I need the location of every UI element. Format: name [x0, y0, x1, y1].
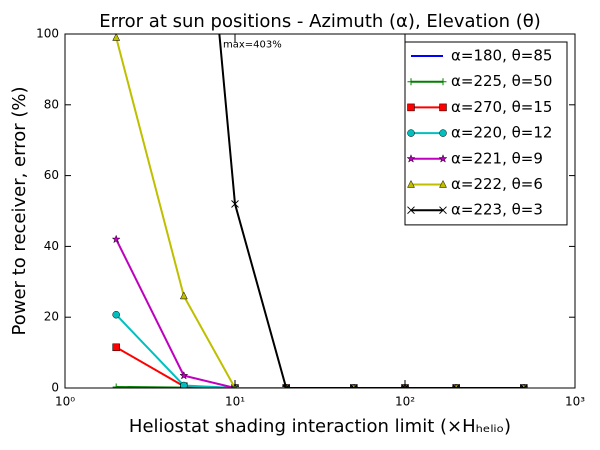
marker: [179, 370, 189, 380]
y-tick-label: 60: [44, 168, 59, 182]
series-line: [115, 314, 524, 388]
marker: [180, 381, 188, 388]
legend-label: α=222, θ=6: [451, 175, 543, 193]
x-tick-label: 10¹: [225, 395, 245, 409]
legend-marker: [407, 103, 415, 112]
x-tick-label: 10⁰: [55, 395, 75, 409]
marker: [112, 383, 120, 388]
series-line: [115, 238, 524, 388]
x-tick-label: 10²: [395, 395, 415, 409]
marker: [452, 384, 461, 388]
annotation: max=403%: [223, 40, 282, 51]
legend-marker: [407, 78, 415, 86]
y-tick-label: 0: [51, 381, 59, 395]
legend-label: α=220, θ=12: [451, 124, 552, 142]
marker: [112, 34, 121, 41]
legend-marker: [439, 179, 447, 188]
legend-marker: [406, 154, 416, 163]
legend-marker: [407, 206, 415, 215]
legend-marker: [439, 206, 447, 215]
chart-title: Error at sun positions - Azimuth (α), El…: [99, 11, 541, 32]
marker: [112, 310, 120, 319]
legend-marker: [438, 154, 448, 163]
y-tick-label: 40: [44, 239, 59, 253]
marker: [401, 384, 409, 388]
legend-label: α=270, θ=15: [451, 98, 552, 116]
plot-frame: [64, 33, 576, 389]
legend-label: α=223, θ=3: [451, 201, 543, 219]
legend-marker: [439, 78, 447, 86]
legend-label: α=225, θ=50: [451, 72, 552, 90]
legend-marker: [439, 103, 447, 112]
y-tick-label: 80: [44, 97, 59, 111]
marker: [282, 384, 291, 388]
legend-marker: [439, 129, 447, 137]
legend-marker: [407, 179, 415, 188]
marker: [112, 343, 120, 352]
marker: [349, 384, 358, 388]
x-axis-label: Heliostat shading interaction limit (×Hₕ…: [129, 416, 511, 437]
series-line: [115, 37, 524, 388]
marker: [519, 384, 528, 388]
x-tick-label: 10³: [565, 395, 585, 409]
marker: [231, 200, 239, 208]
legend-label: α=221, θ=9: [451, 149, 543, 167]
y-axis-label: Power to receiver, error (%): [9, 86, 30, 335]
marker: [179, 291, 188, 300]
legend-marker: [407, 129, 415, 137]
marker: [111, 234, 121, 244]
y-tick-label: 20: [44, 310, 59, 324]
y-tick-label: 100: [36, 27, 59, 41]
legend-label: α=180, θ=85: [451, 47, 552, 65]
